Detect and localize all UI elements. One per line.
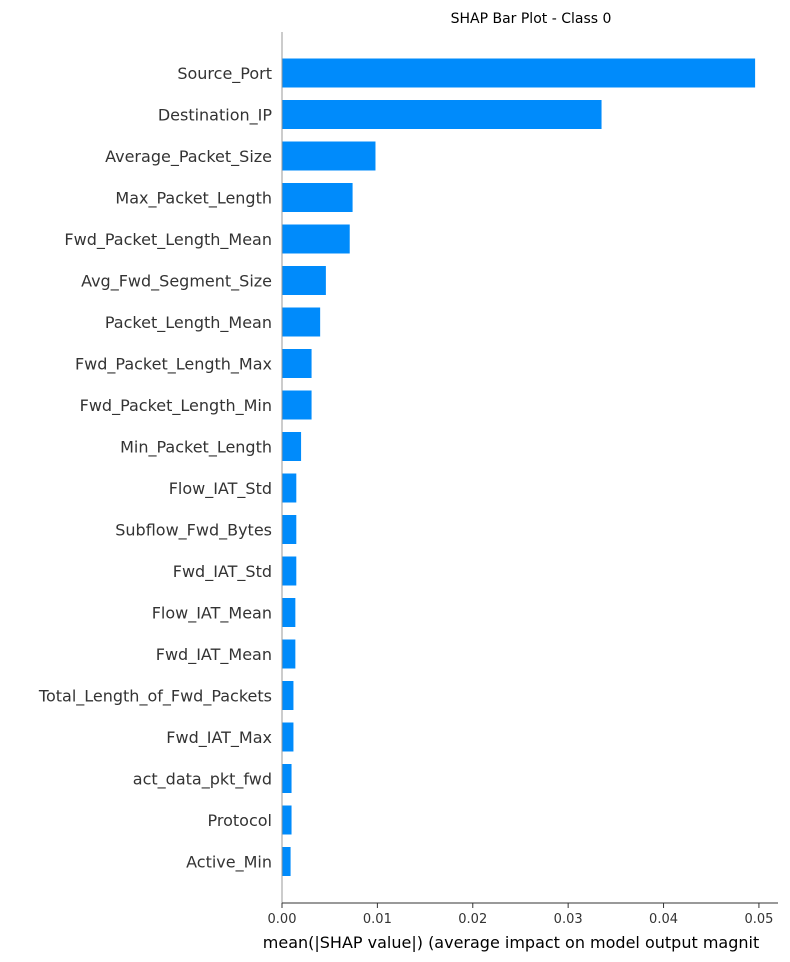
- category-label-fwd-iat-std: Fwd_IAT_Std: [173, 562, 272, 582]
- category-label-flow-iat-mean: Flow_IAT_Mean: [152, 604, 272, 624]
- bar-packet-length-mean: [282, 307, 321, 337]
- bar-flow-iat-std: [282, 473, 297, 503]
- bar-subflow-fwd-bytes: [282, 515, 297, 544]
- bar-fwd-iat-max: [282, 722, 294, 752]
- category-label-packet-length-mean: Packet_Length_Mean: [105, 313, 272, 333]
- x-tick-label: 0.04: [649, 912, 678, 927]
- category-label-fwd-packet-length-mean: Fwd_Packet_Length_Mean: [64, 230, 272, 250]
- bar-fwd-iat-std: [282, 556, 297, 586]
- x-tick-label: 0.02: [458, 912, 487, 927]
- bar-average-packet-size: [282, 141, 376, 171]
- bar-act-data-pkt-fwd: [282, 764, 292, 793]
- x-tick-label: 0.01: [363, 912, 392, 927]
- category-label-fwd-iat-mean: Fwd_IAT_Mean: [156, 645, 272, 665]
- x-axis-label: mean(|SHAP value|) (average impact on mo…: [263, 933, 759, 952]
- bar-min-packet-length: [282, 432, 302, 461]
- bar-source-port: [282, 58, 756, 88]
- category-label-total-length-of-fwd-packets: Total_Length_of_Fwd_Packets: [38, 687, 272, 707]
- category-label-destination-ip: Destination_IP: [158, 106, 273, 126]
- category-label-fwd-iat-max: Fwd_IAT_Max: [166, 728, 272, 748]
- x-tick-label: 0.03: [554, 912, 583, 927]
- x-tick-label: 0.00: [268, 912, 297, 927]
- bar-protocol: [282, 805, 292, 835]
- category-labels-group: Source_Port Destination_IP Average_Packet_…: [38, 64, 272, 873]
- bar-active-min: [282, 847, 291, 876]
- bar-fwd-packet-length-mean: [282, 224, 350, 254]
- bar-total-length-of-fwd-packets: [282, 681, 294, 710]
- bar-destination-ip: [282, 100, 602, 129]
- bar-fwd-packet-length-max: [282, 349, 312, 378]
- category-label-act-data-pkt-fwd: act_data_pkt_fwd: [133, 770, 272, 790]
- bar-max-packet-length: [282, 183, 353, 212]
- category-label-fwd-packet-length-max: Fwd_Packet_Length_Max: [75, 355, 272, 375]
- category-label-min-packet-length: Min_Packet_Length: [120, 438, 272, 458]
- category-label-protocol: Protocol: [208, 811, 272, 830]
- x-ticks-group: 0.00 0.01 0.02 0.03 0.04 0.05: [268, 903, 773, 927]
- category-label-source-port: Source_Port: [177, 64, 272, 84]
- category-label-max-packet-length: Max_Packet_Length: [115, 189, 272, 209]
- category-label-average-packet-size: Average_Packet_Size: [105, 147, 272, 167]
- bar-fwd-packet-length-min: [282, 390, 312, 420]
- bar-fwd-iat-mean: [282, 639, 296, 669]
- category-label-avg-fwd-segment-size: Avg_Fwd_Segment_Size: [81, 272, 272, 292]
- bar-flow-iat-mean: [282, 598, 296, 627]
- x-tick-label: 0.05: [744, 912, 773, 927]
- bars-group: [282, 58, 756, 876]
- category-label-subflow-fwd-bytes: Subflow_Fwd_Bytes: [115, 521, 272, 541]
- bar-avg-fwd-segment-size: [282, 266, 326, 295]
- category-label-flow-iat-std: Flow_IAT_Std: [169, 479, 272, 499]
- category-label-fwd-packet-length-min: Fwd_Packet_Length_Min: [80, 396, 272, 416]
- chart-title: SHAP Bar Plot - Class 0: [451, 11, 612, 27]
- category-label-active-min: Active_Min: [186, 853, 272, 873]
